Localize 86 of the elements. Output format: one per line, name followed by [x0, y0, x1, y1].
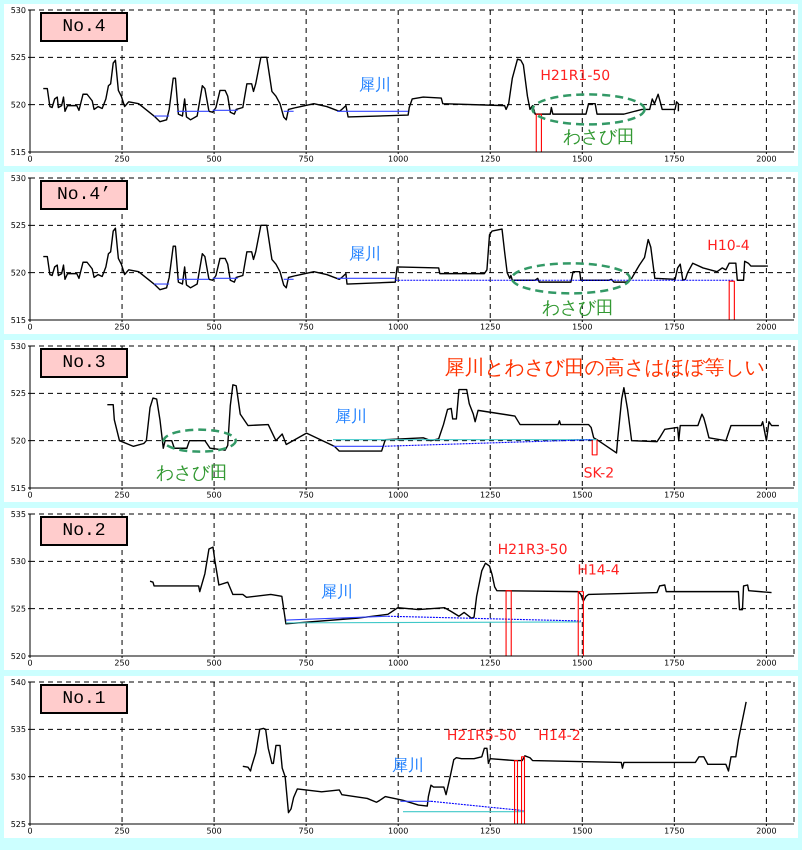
y-tick-label: 520 — [10, 652, 26, 661]
x-tick-label: 250 — [114, 490, 130, 500]
annotation: H21R5-50 — [446, 728, 517, 744]
annotation: 犀川 — [321, 582, 354, 601]
x-tick-label: 1250 — [480, 826, 500, 836]
chart-title: No.4’ — [40, 180, 128, 210]
y-tick-label: 515 — [10, 148, 26, 157]
x-tick-label: 1250 — [480, 658, 500, 668]
y-tick-label: 530 — [10, 174, 26, 183]
chart-title: No.3 — [40, 348, 128, 378]
x-tick-label: 2000 — [756, 658, 777, 668]
x-tick-label: 250 — [114, 826, 130, 836]
y-tick-label: 520 — [10, 268, 26, 278]
x-tick-label: 1250 — [480, 154, 500, 164]
x-tick-label: 0 — [27, 490, 33, 500]
x-tick-label: 750 — [298, 322, 314, 332]
y-tick-label: 530 — [10, 6, 26, 15]
y-tick-label: 525 — [10, 221, 26, 230]
x-tick-label: 2000 — [756, 826, 777, 836]
annotation: H14-4 — [577, 562, 620, 579]
annotation: 犀川 — [392, 756, 424, 775]
x-tick-label: 500 — [206, 490, 222, 500]
x-tick-label: 1250 — [480, 322, 500, 332]
x-tick-label: 250 — [114, 658, 130, 668]
annotation: SK-2 — [584, 466, 614, 482]
x-tick-label: 750 — [298, 826, 314, 836]
x-tick-label: 1500 — [572, 154, 592, 164]
y-tick-label: 515 — [10, 484, 26, 493]
x-tick-label: 250 — [114, 322, 130, 332]
x-tick-label: 500 — [206, 826, 222, 836]
y-tick-label: 535 — [10, 510, 26, 519]
x-tick-label: 1500 — [572, 826, 592, 836]
annotation: 犀川 — [335, 406, 368, 426]
x-tick-label: 0 — [27, 154, 33, 164]
x-tick-label: 0 — [27, 826, 33, 836]
x-tick-label: 1750 — [664, 826, 685, 836]
y-tick-label: 535 — [10, 725, 26, 734]
x-tick-label: 1750 — [664, 154, 685, 164]
x-tick-label: 500 — [206, 322, 222, 332]
x-tick-label: 1750 — [664, 490, 685, 500]
x-tick-label: 2000 — [756, 154, 777, 164]
x-tick-label: 1250 — [480, 490, 500, 500]
x-tick-label: 1500 — [572, 658, 592, 668]
annotation: H21R3-50 — [498, 542, 568, 558]
annotation: H10-4 — [707, 238, 750, 254]
annotation: 犀川とわさび田の高さはほぼ等しい — [444, 355, 764, 380]
y-tick-label: 530 — [10, 772, 26, 782]
x-tick-label: 750 — [298, 658, 314, 668]
chart-title: No.2 — [40, 516, 128, 546]
y-tick-label: 525 — [10, 53, 26, 62]
y-tick-label: 525 — [10, 389, 26, 398]
x-tick-label: 750 — [298, 490, 314, 500]
annotation: わさび田 — [542, 298, 614, 319]
x-tick-label: 1000 — [388, 658, 408, 668]
x-tick-label: 250 — [114, 154, 130, 164]
chart-title: No.1 — [40, 684, 128, 714]
x-tick-label: 1500 — [572, 322, 592, 332]
annotation: 犀川 — [349, 244, 382, 264]
annotation: わさび田 — [562, 126, 635, 148]
x-tick-label: 1000 — [388, 322, 408, 332]
y-tick-label: 540 — [10, 678, 26, 687]
annotation: H21R1-50 — [540, 68, 610, 84]
x-tick-label: 1750 — [664, 658, 685, 668]
y-tick-label: 515 — [10, 316, 26, 325]
y-tick-label: 530 — [10, 342, 26, 351]
x-tick-label: 1000 — [388, 154, 408, 164]
x-tick-label: 0 — [27, 658, 33, 668]
annotation: わさび田 — [156, 462, 228, 484]
y-tick-label: 520 — [10, 100, 26, 110]
y-tick-label: 525 — [10, 604, 26, 614]
x-tick-label: 2000 — [756, 490, 777, 500]
x-tick-label: 1000 — [388, 826, 408, 836]
x-tick-label: 1000 — [388, 490, 408, 500]
x-tick-label: 0 — [27, 322, 33, 332]
annotation: H14-2 — [538, 728, 581, 744]
chart-title: No.4 — [40, 12, 128, 42]
y-tick-label: 520 — [10, 436, 26, 446]
annotation: 犀川 — [358, 75, 391, 94]
x-tick-label: 1750 — [664, 322, 685, 332]
y-tick-label: 530 — [10, 557, 26, 566]
y-tick-label: 525 — [10, 820, 26, 829]
x-tick-label: 1500 — [572, 490, 592, 500]
x-tick-label: 500 — [206, 154, 222, 164]
x-tick-label: 2000 — [756, 322, 777, 332]
x-tick-label: 500 — [206, 658, 222, 668]
x-tick-label: 750 — [298, 154, 314, 164]
